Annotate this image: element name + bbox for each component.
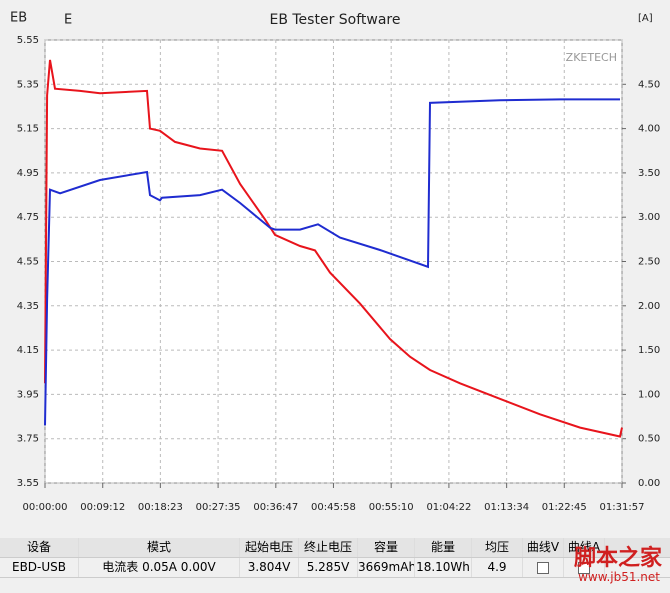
- table-cell: 曲线A: [564, 538, 605, 557]
- y2-tick-label: 0.50: [638, 434, 660, 445]
- series-line: [44, 98, 620, 426]
- y-tick-label: 5.35: [17, 79, 39, 90]
- x-tick-label: 00:45:58: [311, 502, 356, 513]
- table-cell: 均压: [472, 538, 523, 557]
- y2-tick-label: 2.00: [638, 301, 660, 312]
- watermark: 脚本之家: [573, 546, 662, 571]
- y-tick-label: 3.95: [17, 389, 39, 400]
- chart: EB Tester Software EB E [A] ZKETECH 3.55…: [10, 11, 660, 514]
- chart-title: EB Tester Software: [269, 12, 400, 28]
- y2-label: [A]: [638, 13, 653, 24]
- y2-tick-label: 4.00: [638, 124, 660, 135]
- x-tick-label: 01:22:45: [542, 502, 587, 513]
- x-tick-label: 00:27:35: [196, 502, 241, 513]
- x-tick-label: 00:55:10: [369, 502, 414, 513]
- y2-tick-label: 1.50: [638, 345, 660, 356]
- watermark-url: www.jb51.net: [578, 570, 660, 584]
- y-tick-label: 4.35: [17, 301, 39, 312]
- y-tick-label: 3.55: [17, 478, 39, 489]
- table-cell[interactable]: [564, 558, 605, 577]
- corner-label: EB: [10, 11, 27, 26]
- table-cell: 设备: [0, 538, 79, 557]
- table-cell: 容量: [358, 538, 415, 557]
- table: 设备 模式 起始电压 终止电压 容量 能量 均压 曲线V 曲线A EBD-USB 电流表 0.05A…: [0, 538, 670, 593]
- table-cell: 模式: [79, 538, 240, 557]
- table-cell: 电流表 0.05A 0.00V: [79, 558, 240, 577]
- y-tick-label: 4.95: [17, 168, 39, 179]
- table-cell: 起始电压: [240, 538, 299, 557]
- table-row: 设备 模式 起始电压 终止电压 容量 能量 均压 曲线V 曲线A: [0, 538, 670, 558]
- x-tick-label: 00:00:00: [23, 502, 68, 513]
- y-tick-label: 5.15: [17, 124, 39, 135]
- y2-tick-label: 4.50: [638, 79, 660, 90]
- x-tick-label: 00:18:23: [138, 502, 183, 513]
- y-tick-label: 4.55: [17, 257, 39, 268]
- table-cell: 18.10Wh: [415, 558, 472, 577]
- y2-tick-label: 2.50: [638, 257, 660, 268]
- table-cell: EBD-USB: [0, 558, 79, 577]
- x-tick-label: 01:04:22: [426, 502, 471, 513]
- x-tick-label: 01:13:34: [484, 502, 529, 513]
- y-tick-label: 3.75: [17, 434, 39, 445]
- table-cell: 能量: [415, 538, 472, 557]
- table-row: EBD-USB 电流表 0.05A 0.00V 3.804V 5.285V 3669mA…: [0, 558, 670, 578]
- table-cell: 3669mAh: [358, 558, 415, 577]
- y2-tick-label: 1.00: [638, 389, 660, 400]
- y-tick-label: 4.75: [17, 212, 39, 223]
- x-tick-label: 01:31:57: [600, 502, 645, 513]
- table-cell: 3.804V: [240, 558, 299, 577]
- table-cell: 曲线V: [523, 538, 564, 557]
- table-cell: 终止电压: [299, 538, 358, 557]
- watermark: ZKETECH: [566, 51, 617, 64]
- y-tick-label: 4.15: [17, 345, 39, 356]
- table-cell: 4.9: [472, 558, 523, 577]
- y-tick-label: 5.55: [17, 35, 39, 46]
- y2-tick-label: 3.00: [638, 212, 660, 223]
- y2-tick-label: 0.00: [638, 478, 660, 489]
- table-cell: 5.285V: [299, 558, 358, 577]
- x-tick-label: 00:36:47: [253, 502, 298, 513]
- y2-tick-label: 3.50: [638, 168, 660, 179]
- table-cell[interactable]: [523, 558, 564, 577]
- corner-label: E: [64, 13, 72, 28]
- x-tick-label: 00:09:12: [80, 502, 125, 513]
